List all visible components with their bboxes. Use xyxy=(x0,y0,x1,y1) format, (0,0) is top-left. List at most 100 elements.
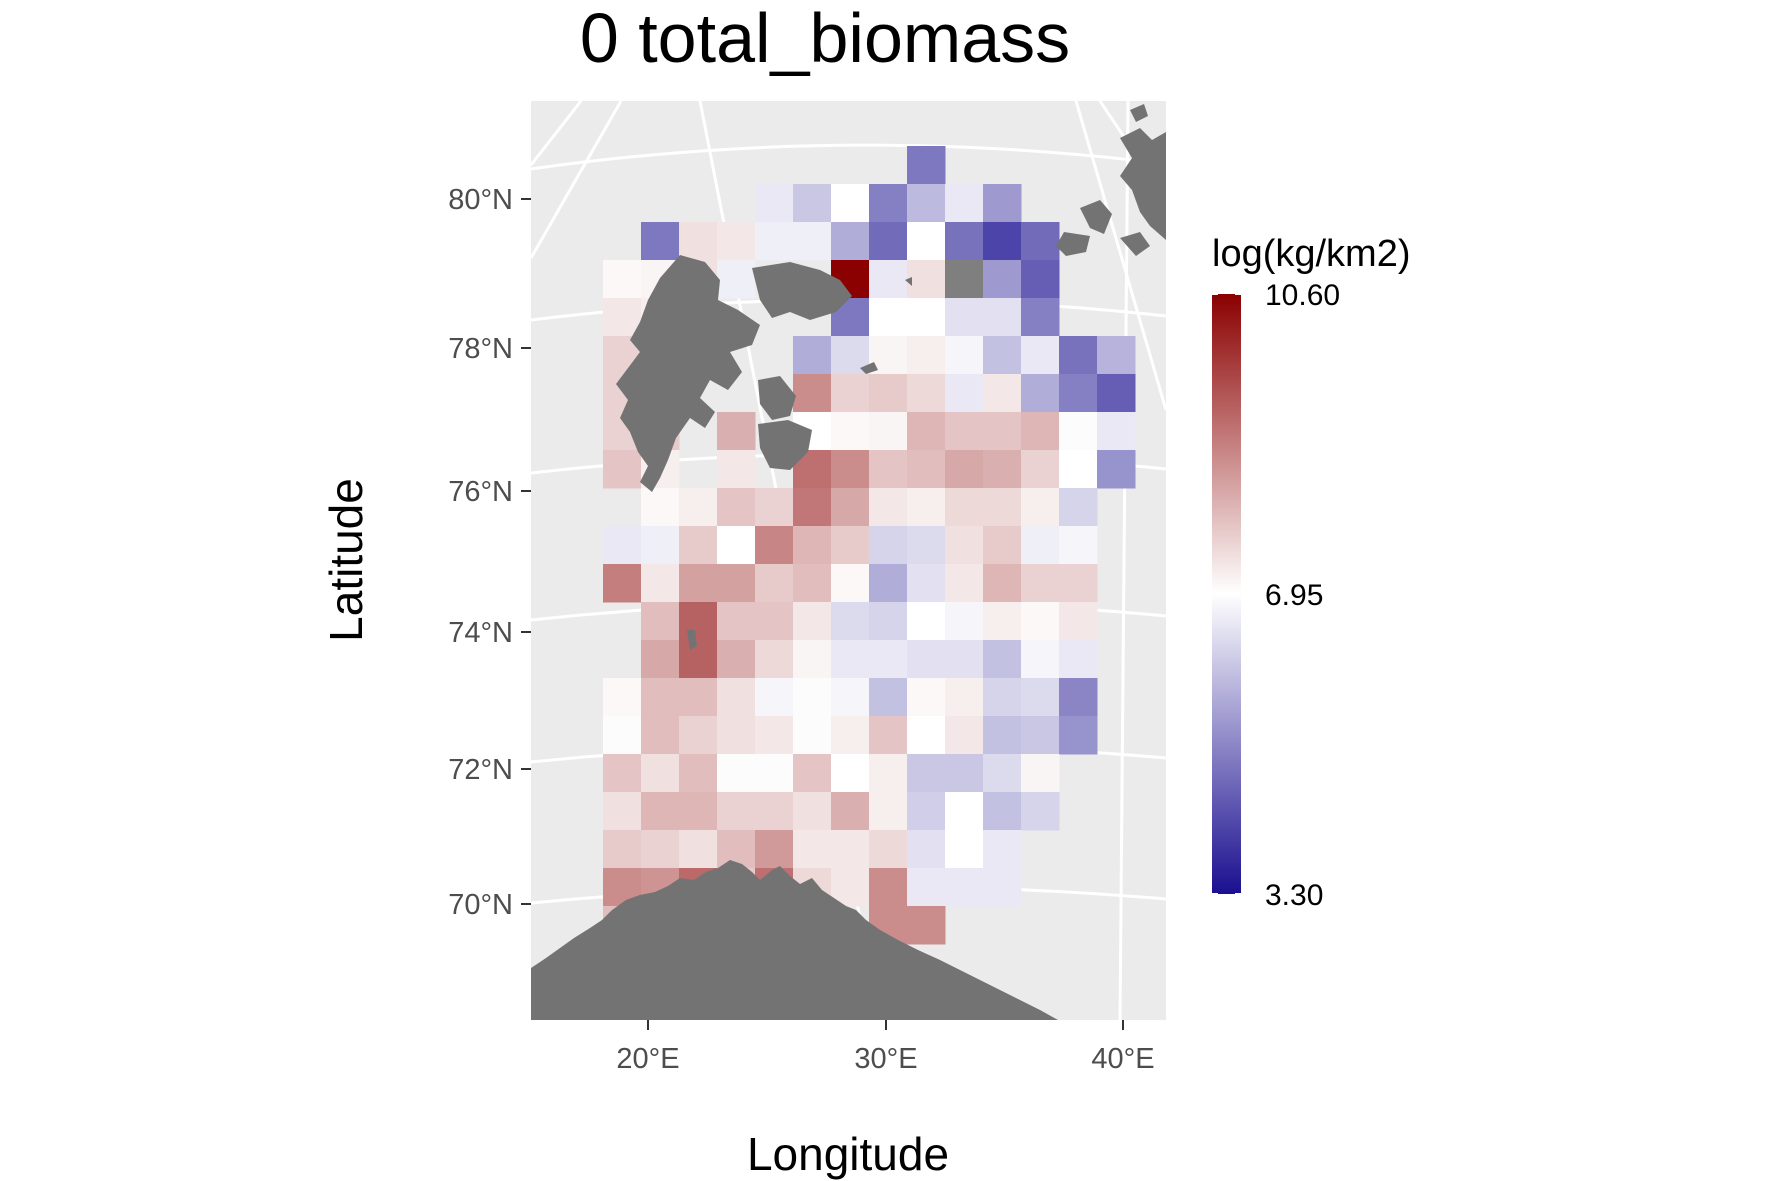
heatmap-cell xyxy=(679,792,718,831)
heatmap-cell xyxy=(983,222,1022,261)
heatmap-cell xyxy=(603,260,642,299)
heatmap-cell xyxy=(641,754,680,793)
heatmap-cell xyxy=(907,830,946,869)
heatmap-cell xyxy=(793,716,832,755)
heatmap-cell xyxy=(869,526,908,565)
heatmap-cell xyxy=(945,184,984,223)
land-masses xyxy=(531,104,1166,1020)
heatmap-cell xyxy=(679,640,718,679)
graticule-lon-20 xyxy=(531,101,623,259)
y-tick-label: 72°N xyxy=(448,754,513,786)
heatmap-cell xyxy=(603,792,642,831)
y-tick-label: 70°N xyxy=(448,889,513,921)
heatmap-cell xyxy=(831,526,870,565)
heatmap-cell xyxy=(679,830,718,869)
heatmap-cell xyxy=(983,184,1022,223)
heatmap-cell xyxy=(1021,526,1060,565)
heatmap-cell xyxy=(793,184,832,223)
heatmap-cell xyxy=(1021,412,1060,451)
heatmap-cell xyxy=(641,792,680,831)
heatmap-cell xyxy=(907,754,946,793)
heatmap-cell xyxy=(983,564,1022,603)
heatmap-cell xyxy=(907,222,946,261)
heatmap-cell xyxy=(869,792,908,831)
land-franzjosef-3 xyxy=(1056,232,1090,256)
land-barentsoya xyxy=(758,376,796,420)
heatmap-cell xyxy=(641,716,680,755)
heatmap-cell xyxy=(983,678,1022,717)
heatmap-cell xyxy=(983,450,1022,489)
heatmap-cell xyxy=(717,526,756,565)
land-svalbard-northeast xyxy=(752,262,852,320)
heatmap-cell xyxy=(907,602,946,641)
x-axis-title: Longitude xyxy=(747,1128,949,1180)
heatmap-cell xyxy=(945,526,984,565)
heatmap-cell xyxy=(1021,374,1060,413)
heatmap-cell xyxy=(679,754,718,793)
y-tick-label: 74°N xyxy=(448,617,513,649)
legend-tick-label: 10.60 xyxy=(1265,279,1340,312)
heatmap-cell xyxy=(603,678,642,717)
heatmap-cell xyxy=(641,526,680,565)
heatmap-cell xyxy=(907,450,946,489)
heatmap-cell xyxy=(945,488,984,527)
legend-ticks: 10.60 6.95 3.30 xyxy=(1212,279,1340,912)
heatmap-cell xyxy=(679,602,718,641)
heatmap-cell xyxy=(793,792,832,831)
heatmap-cell xyxy=(945,602,984,641)
y-tick-label: 76°N xyxy=(448,476,513,508)
heatmap-cell xyxy=(983,830,1022,869)
heatmap-cell xyxy=(1059,716,1098,755)
heatmap-cell xyxy=(945,222,984,261)
heatmap-cell xyxy=(907,868,946,907)
heatmap-cell xyxy=(945,868,984,907)
heatmap-cell xyxy=(907,716,946,755)
land-bjornoya xyxy=(687,630,697,650)
heatmap-cell xyxy=(831,640,870,679)
heatmap-cell xyxy=(869,602,908,641)
legend-tick-label: 3.30 xyxy=(1265,879,1323,912)
heatmap-cell xyxy=(1021,602,1060,641)
heatmap-cell xyxy=(907,906,946,945)
heatmap-cell xyxy=(1059,640,1098,679)
y-tick-label: 78°N xyxy=(448,333,513,365)
graticule-lat-80 xyxy=(531,143,1166,171)
heatmap-cell xyxy=(717,716,756,755)
heatmap-cell xyxy=(831,374,870,413)
heatmap-cell xyxy=(1021,716,1060,755)
heatmap-cell xyxy=(1021,260,1060,299)
heatmap-cell xyxy=(831,602,870,641)
heatmap-cell xyxy=(983,260,1022,299)
heatmap-cell xyxy=(1059,412,1098,451)
heatmap-cell xyxy=(641,602,680,641)
heatmap-cell xyxy=(755,564,794,603)
heatmap-cell xyxy=(945,450,984,489)
heatmap-cell xyxy=(983,336,1022,375)
heatmap-cell xyxy=(869,298,908,337)
heatmap-cell xyxy=(755,488,794,527)
heatmap-cell xyxy=(679,678,718,717)
heatmap-cell xyxy=(945,412,984,451)
heatmap-cell xyxy=(869,184,908,223)
heatmap-cell xyxy=(717,754,756,793)
land-edgeoya xyxy=(758,420,812,470)
heatmap-cell xyxy=(983,488,1022,527)
heatmap-cell xyxy=(603,450,642,489)
land-franzjosef-2 xyxy=(1080,200,1112,234)
y-axis-title: Latitude xyxy=(320,478,372,642)
heatmap-cell xyxy=(717,450,756,489)
heatmap-cell xyxy=(641,830,680,869)
heatmap-cell xyxy=(641,488,680,527)
heatmap-cell xyxy=(983,868,1022,907)
heatmap-cell xyxy=(793,678,832,717)
heatmap-cell xyxy=(831,716,870,755)
heatmap-cell xyxy=(1097,412,1136,451)
heatmap-cell xyxy=(907,184,946,223)
y-axis: 80°N 78°N 76°N 74°N 72°N 70°N xyxy=(448,184,531,921)
heatmap-cell xyxy=(1021,298,1060,337)
heatmap-cell xyxy=(869,260,908,299)
heatmap-cell xyxy=(793,526,832,565)
heatmap-cell xyxy=(717,602,756,641)
heatmap-cell xyxy=(1059,526,1098,565)
heatmap-cell xyxy=(869,222,908,261)
